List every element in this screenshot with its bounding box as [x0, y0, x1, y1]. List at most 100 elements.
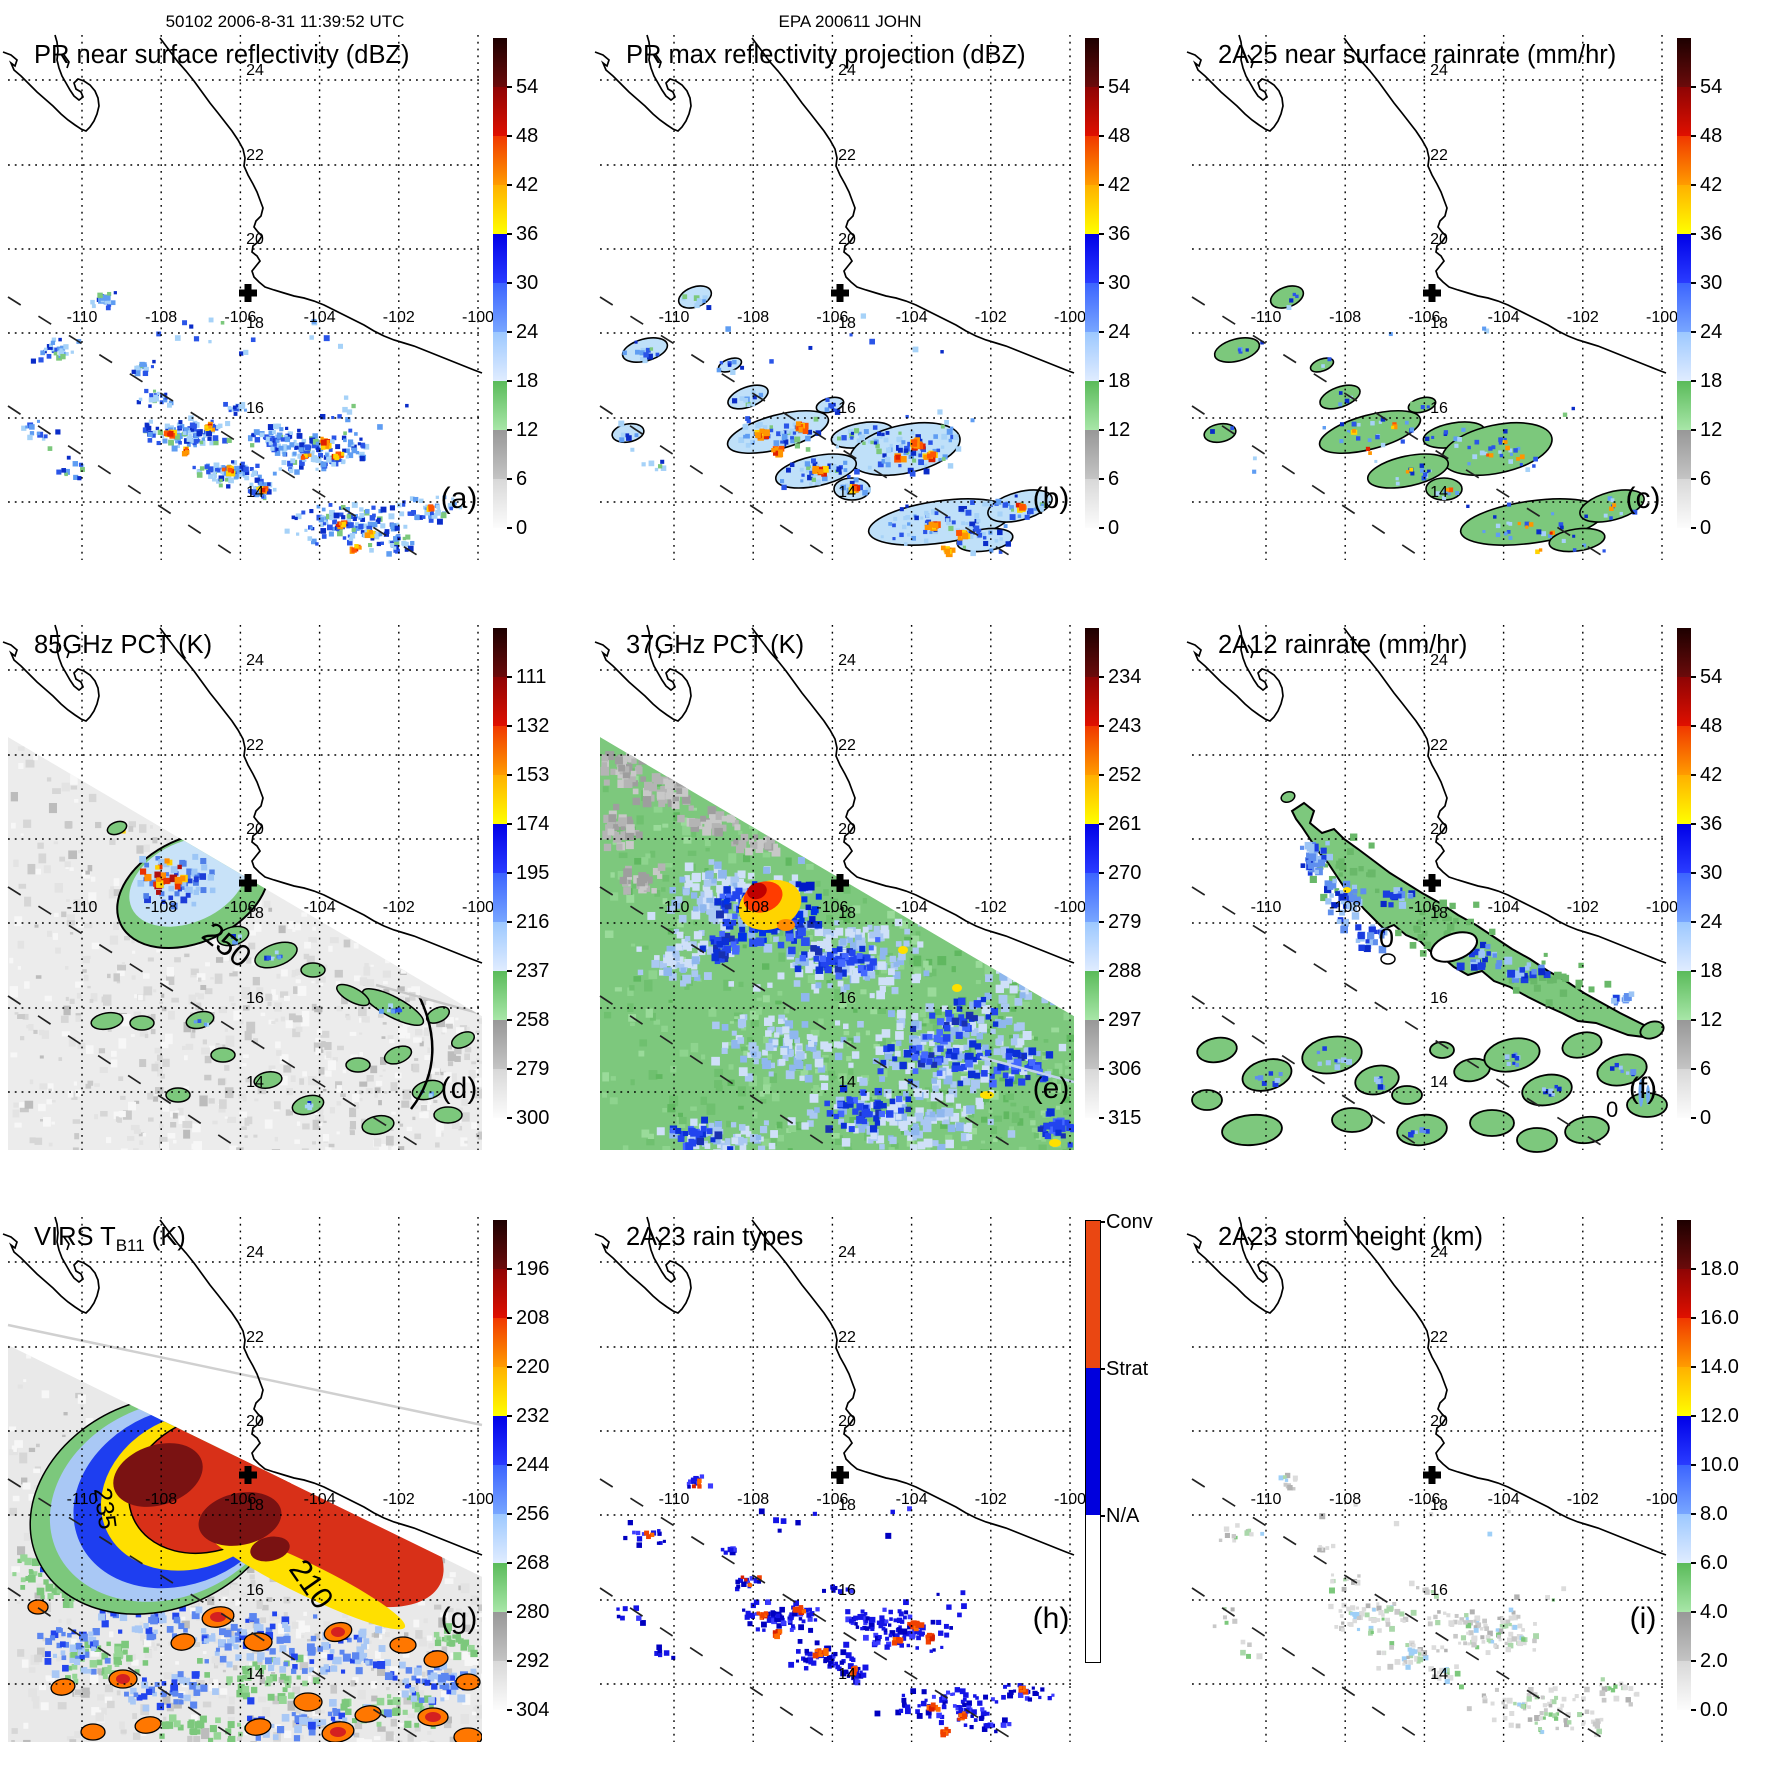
swath-boundary-line [979, 1055, 1074, 1084]
lon-label: -106 [224, 1491, 256, 1508]
panel-c-colorbar: 54 48 42 36 30 24 18 12 6 0 [1677, 38, 1722, 539]
lat-label: 20 [838, 231, 856, 248]
colorbar-tick-label: 288 [1108, 960, 1142, 982]
panel-b-colorbar: 54 48 42 36 30 24 18 12 6 0 [1085, 38, 1130, 539]
coastline [1186, 1216, 1667, 1556]
colorbar-tick-label: 48 [516, 125, 539, 147]
data-speckles [600, 751, 781, 895]
colorbar-segment [1085, 381, 1099, 430]
lat-label: 20 [838, 821, 856, 838]
colorbar-segment [1677, 136, 1691, 185]
colorbar-segment [1677, 1612, 1691, 1661]
raintype-label: Strat [1106, 1358, 1149, 1380]
colorbar-tick-label: 279 [1108, 911, 1142, 933]
colorbar-tick-label: 297 [1108, 1009, 1142, 1031]
colorbar-segment [493, 1514, 507, 1563]
lon-label: -108 [737, 1491, 769, 1508]
coastline [1186, 34, 1667, 374]
panel-f-colorbar: 54 48 42 36 30 24 18 12 6 0 [1677, 628, 1722, 1129]
lon-label: -110 [659, 309, 690, 326]
colorbar-tick-label: 54 [1700, 666, 1723, 688]
panel-c-map: -110 -108 -106 -104 -102 -100 24 22 20 18 16 14 (c) 2… [1186, 34, 1678, 561]
colorbar-tick-label: 111 [516, 666, 547, 688]
coastline [2, 34, 483, 374]
colorbar-tick-label: 237 [516, 960, 550, 982]
gridlines [8, 1217, 482, 1742]
colorbar-segment [493, 430, 507, 479]
lon-label: -100 [1054, 1491, 1086, 1508]
colorbar-tick-label: 6 [1700, 468, 1712, 490]
colorbar-segment [1677, 381, 1691, 430]
lon-label: -100 [1646, 899, 1678, 916]
panel-letter-d: (d) [441, 1072, 478, 1105]
colorbar-tick-label: 300 [516, 1107, 550, 1129]
colorbar-tick-label: 14.0 [1700, 1356, 1739, 1378]
lat-label: 16 [838, 1582, 856, 1599]
lon-label: -104 [1488, 1491, 1520, 1508]
colorbar-segment [493, 1318, 507, 1367]
colorbar-segment [1085, 185, 1099, 234]
colorbar-segment [1677, 1661, 1691, 1710]
panel-letter-g: (g) [441, 1602, 478, 1635]
colorbar-tick-label: 30 [1108, 272, 1131, 294]
pr-swath-dashes [599, 1478, 1018, 1743]
data-layers [616, 1474, 1055, 1738]
data-speckles [1254, 1046, 1637, 1138]
panel-letter-c: (c) [1626, 482, 1661, 515]
data-layers [21, 291, 463, 557]
swath-fill [8, 737, 482, 1150]
lon-label: -106 [816, 1491, 848, 1508]
colorbar-segment [493, 234, 507, 283]
colorbar-tick-label: 270 [1108, 862, 1142, 884]
colorbar-segment [493, 1416, 507, 1465]
header-timestamp: 50102 2006-8-31 11:39:52 UTC [165, 12, 405, 31]
pr-swath-dashes [7, 886, 426, 1151]
colorbar-tick-label: 0.0 [1700, 1699, 1728, 1721]
lon-label: -104 [304, 1491, 336, 1508]
colorbar-segment [1677, 677, 1691, 726]
colorbar-tick-label: 216 [516, 911, 550, 933]
lat-label: 22 [246, 737, 264, 754]
lon-label: -102 [975, 899, 1007, 916]
swath-boundary-line [7, 1323, 483, 1427]
lat-label: 16 [1430, 1582, 1448, 1599]
data-layers [611, 285, 1053, 558]
data-blobs [116, 1612, 441, 1737]
colorbar-segment [493, 283, 507, 332]
data-speckles [21, 291, 463, 557]
colorbar-tick-label: 42 [1700, 174, 1723, 196]
colorbar-tick-label: 42 [1108, 174, 1131, 196]
lon-label: -110 [67, 1491, 98, 1508]
data-layers [1212, 1472, 1640, 1738]
pr-swath-dashes [7, 296, 426, 561]
lat-label: 16 [246, 1582, 264, 1599]
gridlines [600, 625, 1074, 1150]
colorbar-tick-label: 304 [516, 1699, 550, 1721]
panel-e-map: -110 -108 -106 -104 -102 -100 24 22 20 18 16 14 (e) 3… [594, 624, 1086, 1151]
colorbar-tick-label: 18 [1700, 960, 1723, 982]
panel-i-colorbar: 18.0 16.0 14.0 12.0 10.0 8.0 6.0 4.0 2.0 0.0 [1677, 1220, 1739, 1721]
colorbar-tick-label: 48 [1108, 125, 1131, 147]
lon-label: -106 [224, 309, 256, 326]
data-blobs [1280, 790, 1296, 804]
colorbar-tick-label: 315 [1108, 1107, 1142, 1129]
storm-center-marker [831, 284, 849, 302]
pr-swath-dashes [599, 886, 1018, 1151]
lon-label: -102 [1567, 1491, 1599, 1508]
lon-label: -110 [67, 899, 98, 916]
colorbar-tick-label: 243 [1108, 715, 1142, 737]
colorbar-segment [493, 922, 507, 971]
colorbar-segment [493, 1220, 507, 1269]
lat-label: 24 [838, 62, 856, 79]
lat-label: 14 [838, 1666, 856, 1683]
contour-label: 0 [1379, 923, 1394, 953]
lon-label: -100 [462, 1491, 494, 1508]
colorbar-segment [1085, 971, 1099, 1020]
lon-label: -100 [1054, 899, 1086, 916]
graticule-labels: -110 -108 -106 -104 -102 -100 24 22 20 18 16 14 [659, 62, 1087, 501]
lon-label: -108 [737, 899, 769, 916]
lat-label: 20 [246, 1413, 264, 1430]
lat-label: 24 [246, 1244, 264, 1261]
